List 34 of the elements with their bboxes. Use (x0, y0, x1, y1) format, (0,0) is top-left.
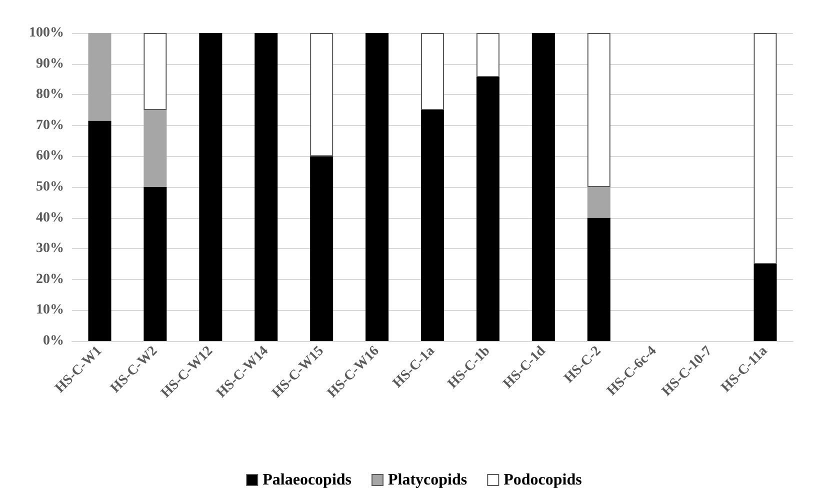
bar (254, 33, 278, 341)
legend-label: Platycopids (388, 472, 468, 488)
bar (88, 33, 112, 121)
y-tick-label: 40% (36, 210, 64, 226)
bar (144, 33, 167, 110)
bar (421, 110, 444, 341)
bar (754, 264, 777, 341)
bar (476, 33, 500, 78)
bar (366, 33, 389, 341)
bar (144, 110, 167, 187)
y-tick-label: 70% (36, 118, 64, 133)
y-tick-label: 30% (36, 241, 64, 256)
bar (144, 187, 167, 341)
bar (310, 33, 334, 156)
bar (587, 33, 610, 187)
legend-label: Palaeocopids (262, 472, 352, 488)
y-tick-label: 60% (36, 148, 64, 164)
y-tick-label: 50% (36, 180, 64, 194)
bar (587, 187, 610, 218)
bar (476, 77, 500, 341)
bar (310, 156, 334, 341)
y-tick-label: 20% (36, 272, 64, 287)
y-tick-label: 90% (36, 56, 64, 72)
y-tick-label: 0% (43, 334, 64, 348)
bar (199, 33, 222, 341)
y-tick-label: 80% (36, 87, 64, 102)
bar (88, 120, 112, 341)
bar (587, 218, 610, 341)
bar (421, 33, 444, 110)
bar (532, 33, 555, 341)
y-tick-label: 10% (36, 302, 64, 318)
y-tick-label: 100% (29, 26, 64, 40)
legend-label: Podocopids (504, 472, 582, 488)
bar (754, 33, 777, 264)
